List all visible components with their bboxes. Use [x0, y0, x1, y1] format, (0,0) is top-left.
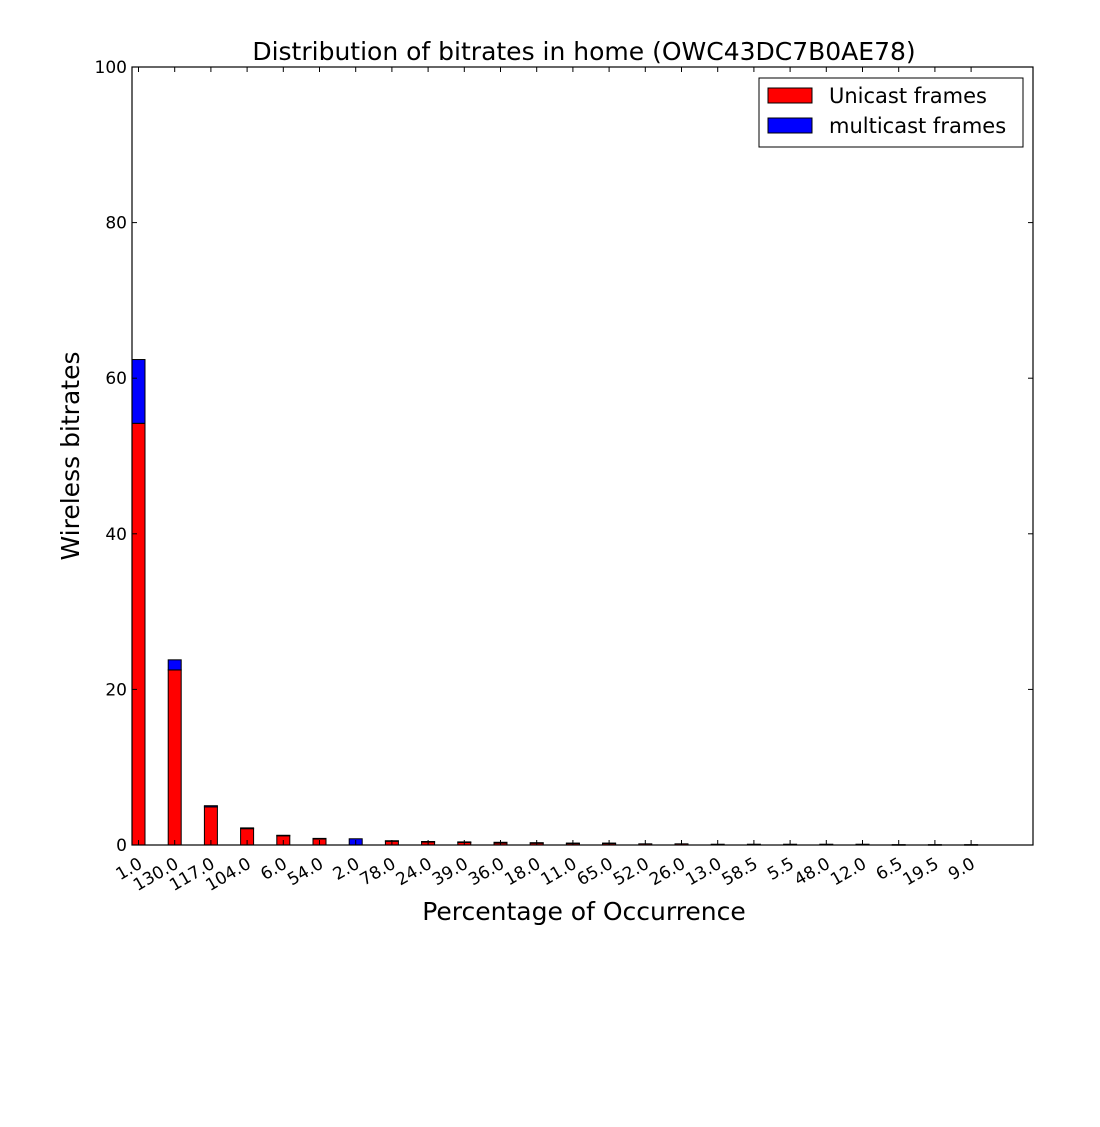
y-tick-label: 20 — [105, 680, 127, 700]
legend-swatch-unicast — [767, 87, 813, 104]
x-axis-label: Percentage of Occurrence — [422, 897, 746, 926]
bar-multicast-117.0 — [203, 805, 218, 808]
bar-unicast-1.0 — [131, 422, 146, 846]
bar-multicast-130.0 — [167, 659, 182, 671]
legend: Unicast frames multicast frames — [758, 77, 1024, 148]
legend-swatch-multicast — [767, 117, 813, 134]
legend-label-multicast: multicast frames — [829, 114, 1006, 138]
y-axis-label: Wireless bitrates — [56, 352, 85, 561]
y-tick-label: 0 — [116, 836, 127, 856]
y-tick-label: 60 — [105, 369, 127, 389]
bar-multicast-54.0 — [312, 837, 327, 840]
bar-unicast-130.0 — [167, 669, 182, 846]
legend-label-unicast: Unicast frames — [829, 84, 987, 108]
y-tick-label: 100 — [95, 58, 127, 78]
bar-multicast-6.0 — [276, 834, 291, 837]
bars-group — [131, 359, 979, 846]
bar-unicast-117.0 — [203, 806, 218, 846]
bar-multicast-104.0 — [240, 827, 255, 830]
chart-title: Distribution of bitrates in home (OWC43D… — [252, 37, 915, 66]
bar-multicast-1.0 — [131, 359, 146, 424]
y-axis: 0 20 40 60 80 100 — [95, 58, 1033, 856]
y-tick-label: 40 — [105, 525, 127, 545]
plot-area-frame — [131, 66, 1034, 846]
y-tick-label: 80 — [105, 214, 127, 234]
